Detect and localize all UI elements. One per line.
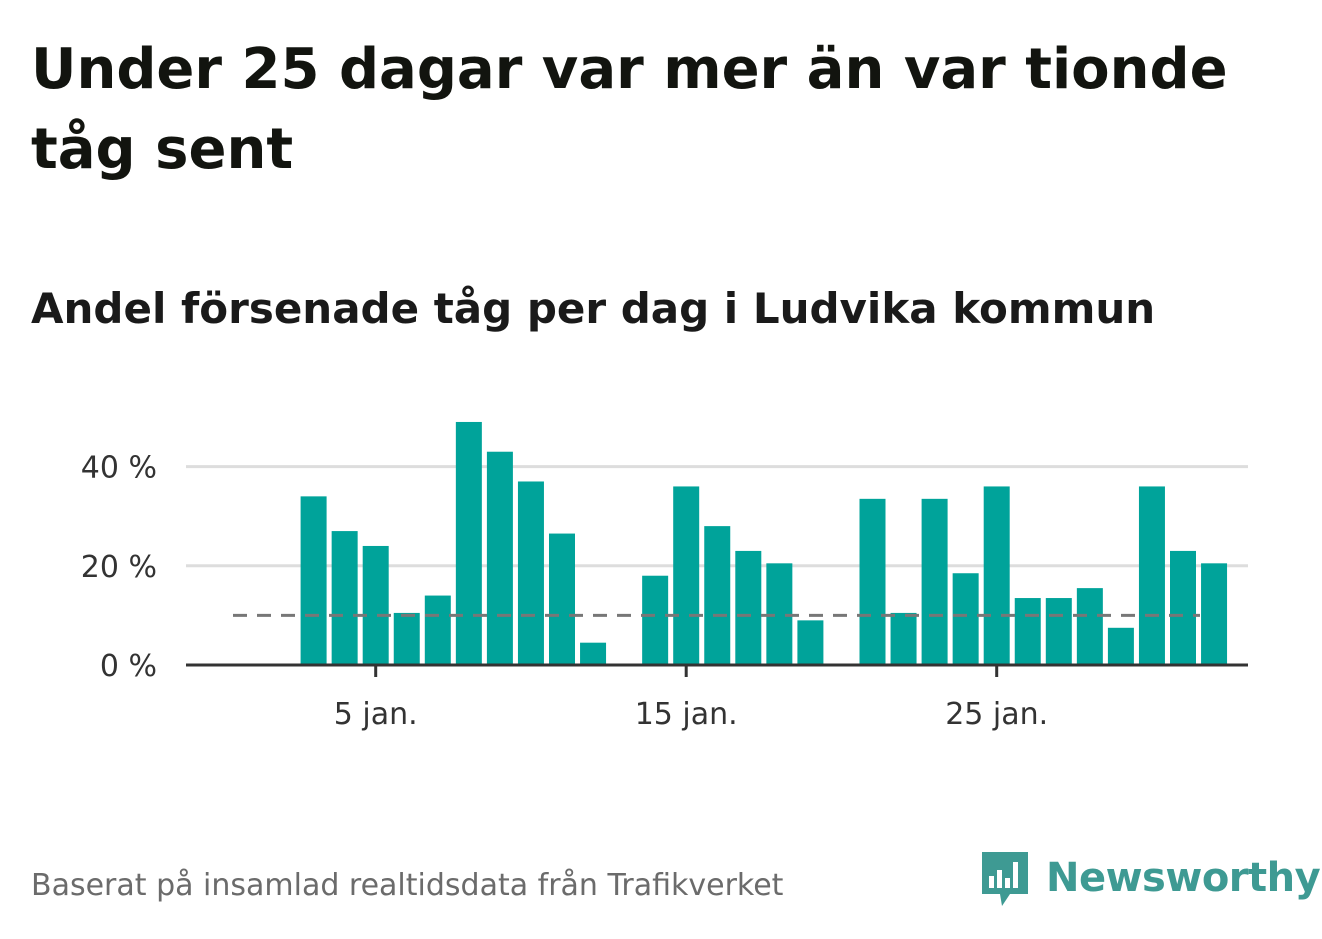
x-tick-label-2: 15 jan.	[635, 697, 738, 732]
bar-26	[1014, 598, 1041, 665]
bars	[300, 421, 1228, 665]
bar-4	[331, 531, 358, 665]
y-tick-label-20: 20 %	[81, 550, 157, 585]
bar-27	[1045, 598, 1072, 665]
bar-23	[921, 498, 948, 665]
bar-7	[424, 595, 451, 665]
x-tick-label-1: 5 jan.	[334, 697, 418, 732]
bar-3	[300, 496, 327, 665]
bar-21	[859, 498, 886, 665]
bar-28	[1076, 588, 1103, 665]
bar-22	[890, 612, 917, 665]
bar-14	[642, 575, 669, 665]
bar-10	[517, 481, 544, 665]
bar-19	[797, 620, 824, 665]
bar-5	[362, 545, 389, 665]
bar-chart-speech-bubble-icon	[982, 852, 1028, 906]
bar-16	[704, 526, 731, 665]
brand-logo[interactable]: Newsworthy	[980, 848, 1321, 908]
bar-15	[673, 486, 700, 665]
bar-11	[549, 533, 575, 665]
bar-29	[1107, 627, 1134, 665]
y-tick-label-40: 40 %	[81, 451, 157, 486]
bar-6	[393, 612, 420, 665]
bar-17	[735, 550, 762, 665]
bar-12	[580, 642, 607, 665]
delayed-trains-bar-chart: 0 % 20 % 40 % 5 jan. 15 jan. 25 jan.	[81, 421, 1248, 732]
x-tick-label-3: 25 jan.	[945, 697, 1048, 732]
bar-24	[952, 573, 979, 665]
bar-32	[1201, 563, 1228, 665]
y-axis-labels: 0 % 20 % 40 %	[81, 451, 157, 684]
chart-subtitle: Andel försenade tåg per dag i Ludvika ko…	[31, 284, 1156, 333]
bar-8	[455, 421, 482, 665]
bar-25	[983, 486, 1010, 665]
bar-9	[486, 451, 513, 665]
bar-30	[1138, 486, 1165, 665]
source-note: Baserat på insamlad realtidsdata från Tr…	[31, 868, 784, 903]
bar-31	[1170, 550, 1196, 665]
chart-title: Under 25 dagar var mer än var tionde tåg…	[31, 37, 1228, 182]
x-axis	[186, 663, 1248, 677]
brand-name: Newsworthy	[1046, 855, 1321, 901]
y-tick-label-0: 0 %	[100, 649, 157, 684]
x-axis-labels: 5 jan. 15 jan. 25 jan.	[334, 697, 1048, 732]
